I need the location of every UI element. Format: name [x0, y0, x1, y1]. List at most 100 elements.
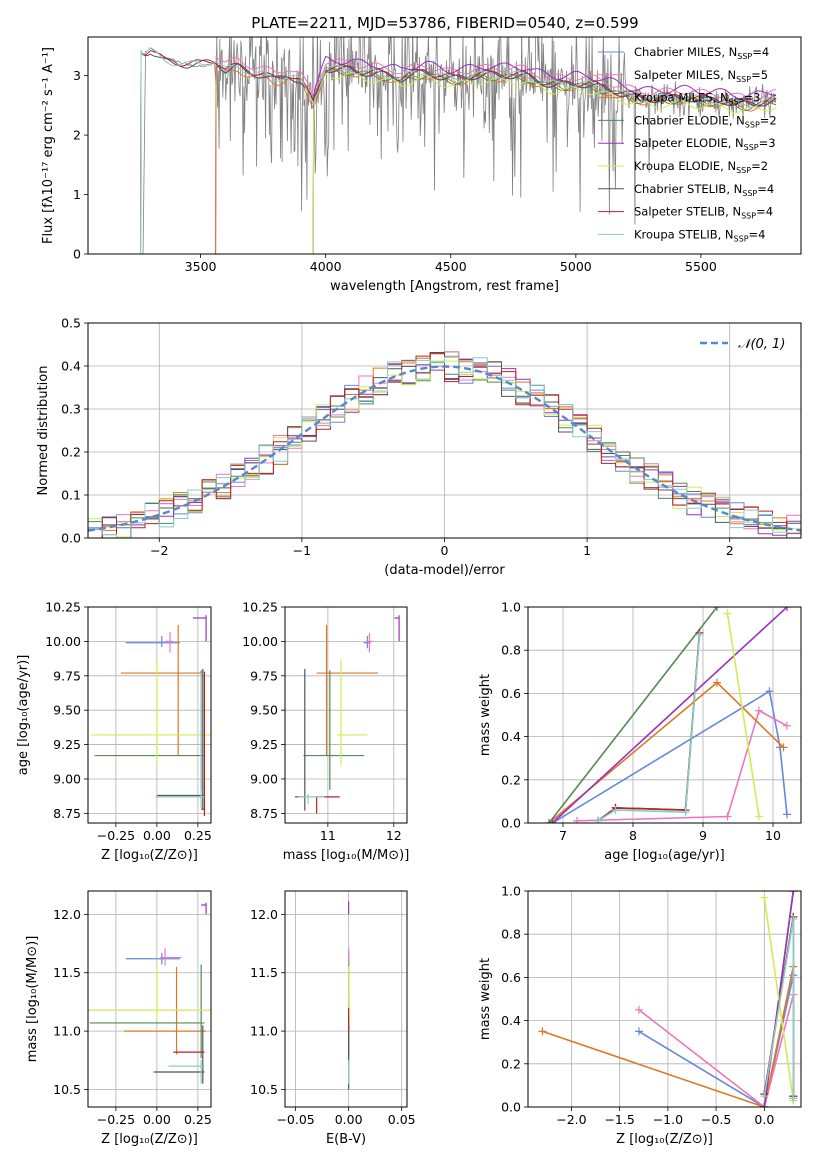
panel-age_vs_z: −0.25 0.00 0.25 8.75 9.00 9.25 9.50 9.75 10.00 10…	[16, 600, 212, 864]
x-tick-label: 0.00	[143, 1112, 171, 1127]
x-tick-label: −0.05	[276, 1112, 314, 1127]
y-axis-label: mass weight	[478, 674, 493, 756]
weight-marker-kroupa_stelib	[789, 915, 798, 924]
y-tick-label: 3	[73, 68, 81, 83]
x-tick-label: 4000	[310, 259, 342, 274]
legend-entry: Chabrier MILES, NSSP=4	[634, 45, 769, 61]
x-tick-label: 4500	[435, 259, 467, 274]
weight-line-salpeter_elodie	[551, 607, 788, 823]
x-axis-label: age [log₁₀(age/yr)]	[604, 848, 725, 863]
spectrum-legend: Chabrier MILES, NSSP=4 Salpeter MILES, NS…	[598, 45, 777, 243]
y-tick-label: 10.00	[242, 634, 278, 649]
y-tick-label: 11.0	[250, 1024, 278, 1039]
axes-frame	[87, 606, 212, 824]
weight-marker-chabrier_elodie	[545, 819, 553, 823]
weight-marker-salpeter_miles	[634, 1005, 643, 1014]
weight-marker-salpeter_elodie	[783, 607, 791, 611]
x-tick-label: −1.0	[653, 1112, 683, 1127]
weight-marker-kroupa_stelib	[695, 631, 704, 640]
weight-marker-kroupa_miles	[713, 678, 721, 687]
x-tick-label: 0.00	[143, 828, 171, 843]
y-tick-label: 11.5	[53, 965, 81, 980]
y-tick-label: 0.0	[61, 531, 81, 546]
plot-area	[294, 615, 400, 814]
x-tick-label: −0.5	[701, 1112, 731, 1127]
x-axis-label: Z [log₁₀(Z/Z⊙)]	[616, 1132, 713, 1147]
weight-marker-kroupa_stelib	[681, 808, 690, 817]
y-tick-label: 10.25	[45, 600, 81, 615]
plot-area	[91, 615, 211, 817]
x-tick-label: 12	[386, 828, 402, 843]
x-tick-label: 0	[441, 543, 449, 558]
y-tick-label: 9.00	[250, 771, 278, 786]
y-axis-label: age [log₁₀(age/yr)]	[16, 655, 31, 776]
x-tick-label: 9	[699, 828, 707, 843]
histogram-kroupa_stelib	[88, 356, 801, 538]
plot-area	[538, 891, 798, 1107]
y-tick-label: 9.50	[53, 703, 81, 718]
y-tick-label: 0.5	[61, 316, 81, 331]
plot-area	[545, 607, 791, 823]
legend-entry: Kroupa ELODIE, NSSP=2	[634, 159, 768, 175]
weight-marker-salpeter_miles	[723, 812, 732, 821]
y-tick-label: 1	[73, 187, 81, 202]
panel-mass_vs_ebv: −0.05 0.00 0.05 10.5 11.0 11.5 12.0 E(B-V)	[250, 890, 416, 1147]
axes-frame	[527, 890, 802, 1108]
y-axis-label: mass weight	[478, 958, 493, 1040]
weight-marker-kroupa_stelib	[611, 806, 620, 815]
y-tick-label: 12.0	[53, 907, 81, 922]
x-tick-label: 11	[320, 828, 336, 843]
model-spectrum-kroupa_elodie	[88, 71, 777, 254]
x-tick-label: 3500	[185, 259, 217, 274]
weight-marker-salpeter_elodie	[548, 819, 557, 823]
y-tick-label: 8.75	[53, 806, 81, 821]
model-spectrum-salpeter_miles	[88, 55, 777, 254]
weight-marker-chabrier_miles	[783, 810, 791, 819]
weight-marker-kroupa_miles	[538, 1027, 547, 1036]
weight-line-chabrier_stelib	[597, 632, 701, 822]
weight-line-kroupa_stelib	[597, 635, 701, 822]
weight-line-kroupa_miles	[542, 966, 795, 1107]
x-tick-label: −0.25	[97, 1112, 135, 1127]
legend-entry: Salpeter STELIB, NSSP=4	[634, 205, 773, 221]
y-tick-label: 9.25	[250, 737, 278, 752]
legend-entry: Chabrier STELIB, NSSP=4	[634, 182, 774, 198]
y-tick-label: 0.0	[501, 1100, 521, 1115]
x-tick-label: 10	[765, 828, 781, 843]
x-axis-label: mass [log₁₀(M/M⊙)]	[283, 848, 410, 863]
weight-marker-kroupa_stelib	[760, 1092, 769, 1101]
x-tick-label: 8	[629, 828, 637, 843]
x-tick-label: 7	[559, 828, 567, 843]
weight-marker-kroupa_miles	[779, 743, 788, 752]
y-tick-label: 0.8	[501, 927, 521, 942]
panel-residuals: −2 −1 0 1 2 0.0 0.1 0.2 0.3 0.4 0.5 (data-model)/er…	[36, 316, 802, 578]
weight-marker-chabrier_miles	[765, 687, 774, 696]
y-tick-label: 0.1	[61, 488, 81, 503]
x-tick-label: 2	[726, 543, 734, 558]
weight-marker-chabrier_miles	[634, 1027, 643, 1036]
x-tick-label: 0.25	[184, 1112, 212, 1127]
weight-marker-kroupa_stelib	[789, 1094, 798, 1103]
y-tick-label: 0.2	[501, 772, 521, 787]
weight-line-kroupa_elodie	[726, 613, 760, 817]
weight-line-chabrier_miles	[552, 689, 788, 823]
x-tick-label: −2.0	[556, 1112, 586, 1127]
axes-frame	[87, 322, 802, 539]
y-tick-label: 10.25	[242, 600, 278, 615]
model-spectrum-salpeter_stelib	[88, 50, 777, 254]
axes-frame	[284, 890, 408, 1108]
model-spectrum-salpeter_elodie	[88, 55, 777, 254]
weight-marker-salpeter_miles	[783, 721, 791, 730]
gaussian-legend-label: 𝒩(0, 1)	[738, 337, 785, 352]
x-tick-label: −1.5	[604, 1112, 634, 1127]
y-tick-label: 0	[73, 247, 81, 262]
gaussian-curve	[88, 365, 801, 532]
y-tick-label: 9.25	[53, 737, 81, 752]
weight-line-chabrier_elodie	[548, 607, 718, 823]
y-tick-label: 0.4	[501, 1013, 521, 1028]
weight-line-salpeter_stelib	[597, 632, 701, 822]
legend-entry: Salpeter MILES, NSSP=5	[634, 68, 768, 84]
axes-frame	[87, 890, 212, 1108]
panel-weight_vs_z: −2.0 −1.5 −1.0 −0.5 0.0 0.0 0.2 0.4 0.6 0.8 1.0 Z […	[478, 884, 802, 1147]
model-spectrum-kroupa_stelib	[88, 47, 777, 254]
